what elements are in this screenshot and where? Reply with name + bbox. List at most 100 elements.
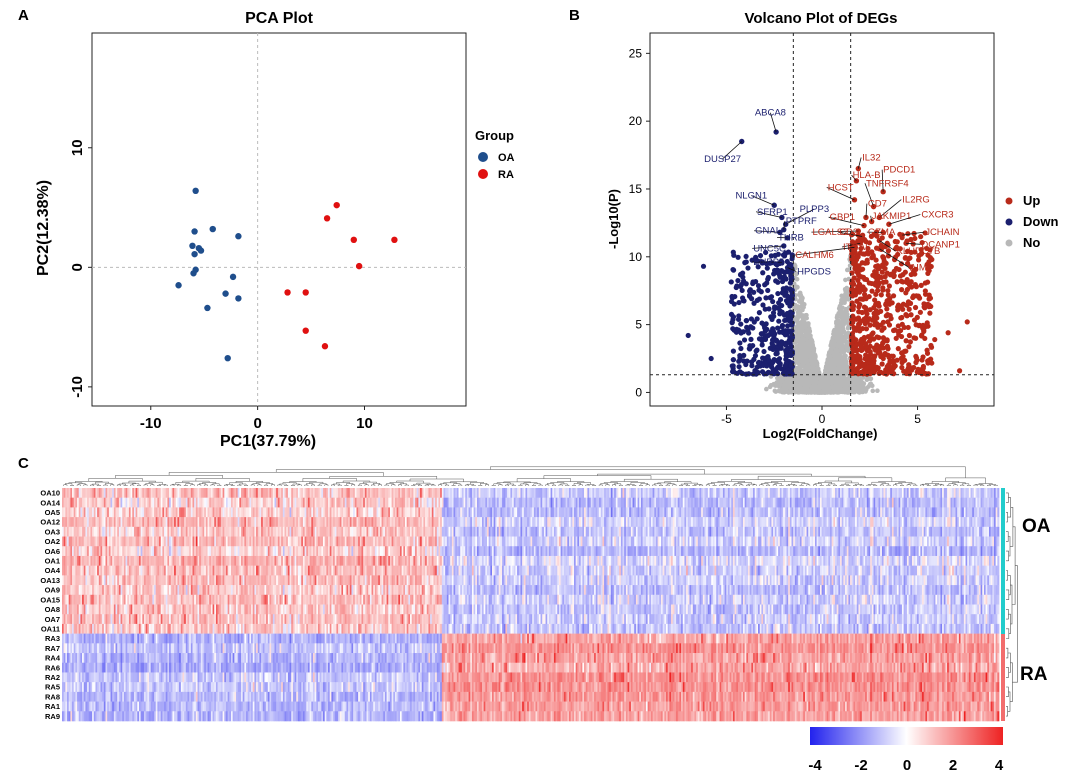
dendrogram-branch [774, 483, 782, 486]
volcano-point-up [906, 332, 913, 339]
pca-xtick-label: 10 [356, 415, 373, 432]
volcano-point-no [840, 366, 846, 372]
volcano-point-no [836, 355, 842, 360]
volcano-point-up [917, 309, 923, 315]
volcano-point-up [882, 350, 888, 357]
dendrogram-branch [70, 485, 74, 486]
volcano-point-no [828, 380, 834, 386]
volcano-point-no [826, 352, 832, 358]
volcano-point-down [751, 319, 757, 325]
volcano-point-up [891, 361, 897, 367]
volcano-point-no [834, 320, 840, 325]
volcano-point-up [912, 235, 918, 242]
volcano-point-no [829, 389, 835, 395]
dendrogram-branch [150, 484, 155, 486]
dendrogram-branch [806, 484, 811, 486]
volcano-point-down [777, 296, 784, 303]
volcano-point-no [827, 359, 833, 364]
volcano-point-no [794, 285, 800, 290]
volcano-legend-label-down: Down [1023, 214, 1058, 229]
dendrogram-branch [96, 485, 101, 486]
volcano-point-up [884, 364, 890, 370]
volcano-point-down [747, 287, 753, 293]
volcano-point-up [857, 296, 863, 302]
dendrogram-branch [719, 484, 724, 486]
volcano-point-no [832, 327, 837, 333]
pca-xlabel: PC1(37.79%) [220, 433, 316, 450]
dendrogram-branch [217, 484, 222, 486]
volcano-plot-frame [649, 32, 995, 407]
volcano-legend-marker-up [1005, 197, 1013, 205]
volcano-point-down [738, 345, 744, 352]
dendrogram-branch [110, 484, 115, 486]
volcano-point-no [840, 337, 846, 343]
volcano-point-up [886, 283, 892, 289]
volcano-point-down [730, 266, 736, 273]
pca-legend-marker-oa [478, 152, 488, 162]
volcano-point-up [883, 302, 889, 308]
dendrogram-branch [545, 484, 550, 486]
volcano-point-no [849, 377, 855, 383]
volcano-title: Volcano Plot of DEGs [744, 10, 897, 27]
volcano-point-up [872, 346, 878, 352]
dendrogram-branch [772, 484, 777, 486]
volcano-point-down [738, 330, 744, 336]
volcano-legend: Up Down No [1005, 193, 1058, 250]
volcano-point-up [862, 321, 868, 327]
volcano-point-down [778, 342, 784, 348]
volcano-point-no [804, 344, 810, 350]
volcano-gene-label-up: CD2 [839, 227, 858, 238]
dendrogram-branch [190, 484, 195, 486]
dendrogram-branch [257, 484, 262, 486]
volcano-point-down [730, 357, 737, 363]
volcano-point-up [911, 317, 918, 323]
pca-point-oa [197, 247, 205, 254]
volcano-point-up [852, 266, 858, 272]
pca-points [175, 187, 398, 362]
volcano-point-no [796, 313, 802, 318]
volcano-point-no [773, 389, 779, 394]
volcano-point-up [880, 285, 886, 291]
volcano-point-up [854, 353, 861, 359]
dendrogram-branch [826, 484, 831, 486]
dendrogram-branch [926, 485, 931, 486]
volcano-point-down [789, 293, 795, 299]
volcano-point-down [737, 340, 743, 346]
dendrogram-branch [250, 484, 255, 486]
volcano-legend-marker-no [1005, 239, 1013, 247]
volcano-point-no [795, 334, 801, 339]
dendrogram-branch [290, 485, 295, 486]
volcano-point-no [836, 378, 842, 384]
dendrogram-branch [168, 472, 384, 477]
volcano-point-no [798, 345, 804, 351]
dendrogram-branch [900, 485, 904, 486]
volcano-point-down [776, 318, 782, 324]
volcano-point-up [891, 371, 897, 377]
pca-point-oa [204, 304, 211, 312]
dendrogram-branch [824, 480, 853, 483]
dendrogram-branch [511, 484, 516, 486]
volcano-point-no [870, 388, 876, 394]
volcano-point-up [868, 364, 874, 370]
dendrogram-branch [237, 484, 242, 486]
dendrogram-branch [931, 481, 960, 484]
volcano-point-up [898, 315, 904, 321]
dendrogram-branch [444, 484, 449, 486]
dendrogram-branch [933, 485, 938, 486]
volcano-point-up [885, 248, 892, 254]
volcano-point-down [753, 348, 759, 354]
volcano-point-up [863, 296, 869, 302]
volcano-point-up [884, 344, 890, 350]
volcano-point-down [737, 352, 743, 359]
volcano-point-up [854, 366, 861, 372]
dendrogram-branch [344, 485, 349, 486]
dendrogram-branch [639, 485, 643, 486]
volcano-point-up [873, 263, 879, 270]
volcano-point-no [798, 294, 804, 300]
dendrogram-branch [886, 484, 891, 486]
volcano-point-up [913, 335, 919, 341]
volcano-point-no [824, 364, 829, 370]
volcano-point-no [790, 388, 795, 394]
dendrogram-branch [645, 484, 650, 486]
pca-legend-label-ra: RA [498, 169, 514, 181]
